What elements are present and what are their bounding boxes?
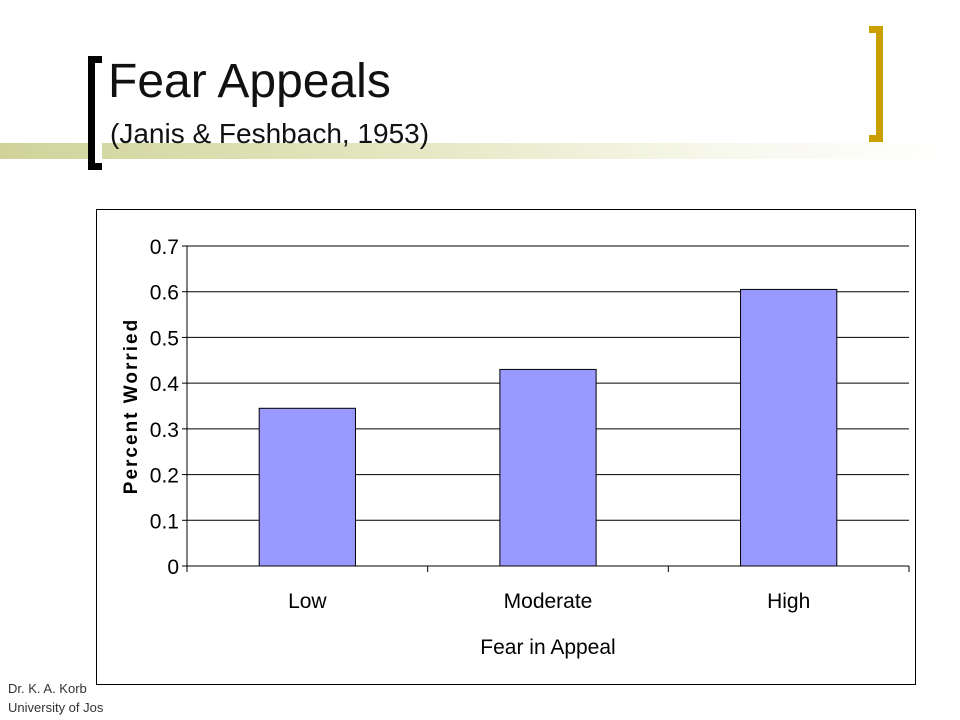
left-bracket-decoration (88, 56, 102, 170)
bar-chart: 0 0.1 0.2 0.3 0.4 0.5 0.6 0.7 Low Moderate High Fea… (121, 236, 910, 659)
right-bracket-decoration (869, 26, 883, 142)
x-tick-label: Moderate (504, 590, 593, 613)
footer-author: Dr. K. A. Korb (8, 681, 87, 696)
y-tick-label: 0.1 (150, 510, 179, 533)
x-tick-label: Low (288, 590, 327, 613)
y-tick-label: 0.4 (150, 373, 180, 396)
chart-frame: 0 0.1 0.2 0.3 0.4 0.5 0.6 0.7 Low Moderate High Fea… (96, 209, 916, 685)
slide-subtitle: (Janis & Feshbach, 1953) (110, 118, 430, 149)
bar-low (258, 407, 356, 567)
y-axis-title: Percent Worried (121, 318, 142, 494)
title-accent-stripe (0, 143, 960, 159)
footer-institution: University of Jos (8, 700, 104, 715)
y-tick-label: 0.2 (150, 465, 179, 488)
slide-title: Fear Appeals (108, 55, 391, 108)
bar-moderate (499, 368, 597, 567)
y-tick-label: 0 (167, 556, 179, 579)
y-tick-label: 0.3 (150, 419, 179, 442)
x-tick-label: High (767, 590, 810, 613)
y-tick-label: 0.6 (150, 282, 179, 305)
y-tick-label: 0.7 (150, 236, 179, 259)
bar-high (740, 288, 838, 567)
footer: Dr. K. A. Korb University of Jos (8, 679, 103, 717)
y-tick-label: 0.5 (150, 327, 179, 350)
x-axis-title: Fear in Appeal (480, 636, 615, 659)
